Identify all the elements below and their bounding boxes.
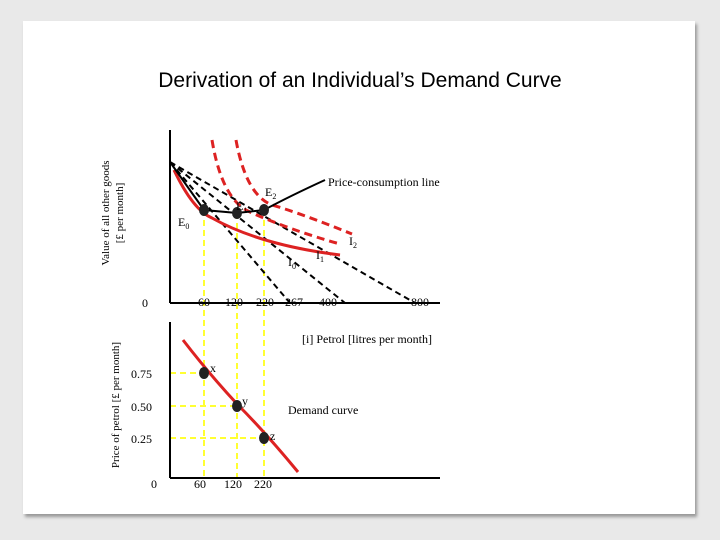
demand-point-y [232,400,242,412]
label-e2: E2 [265,185,276,201]
slide-background [23,21,695,514]
equilibrium-points [199,204,269,219]
demand-point-z-label: z [270,429,275,443]
bottom-y-tick-050: 0.50 [131,400,152,414]
budget-line-2 [169,161,416,304]
demand-point-z [259,432,269,444]
top-y-axis-label-line2: [£ per month] [114,183,126,243]
bottom-x-tick-220: 220 [254,477,272,491]
top-x-tick-120: 120 [225,295,243,309]
top-x-tick-400: 400 [319,295,337,309]
indifference-curve-2 [234,139,353,236]
demand-point-x [199,367,209,379]
bottom-y-tick-025: 0.25 [131,432,152,446]
guide-lines [170,210,265,478]
top-origin-label: 0 [142,296,148,310]
label-e1: E1 [236,199,247,215]
demand-curve-label: Demand curve [288,403,358,417]
axes [169,130,440,479]
top-x-tick-220: 220 [256,295,274,309]
label-i2: I2 [349,234,357,250]
demand-points [199,367,269,444]
bottom-x-tick-60: 60 [194,477,206,491]
equilibrium-point-e2 [259,204,269,216]
budget-lines [169,161,416,304]
demand-point-y-label: y [242,394,248,408]
indifference-curve-0 [172,169,341,257]
equilibrium-point-e1 [232,207,242,219]
bottom-x-tick-120: 120 [224,477,242,491]
top-y-axis-label-line1: Value of all other goods [100,160,112,265]
top-x-tick-800: 800 [411,295,429,309]
top-x-tick-267: 267 [285,295,303,309]
label-e0: E0 [178,215,189,231]
label-i1: I1 [316,248,324,264]
equilibrium-point-e0 [199,204,209,216]
label-i0: I0 [288,255,296,271]
bottom-y-axis-label: Price of petrol [£ per month] [110,342,122,468]
price-consumption-line-label: Price-consumption line [328,175,440,189]
bottom-y-tick-075: 0.75 [131,367,152,381]
top-x-axis-label: [i] Petrol [litres per month] [302,332,432,346]
price-consumption-line [169,161,326,215]
budget-line-0 [169,161,291,304]
slide-title: Derivation of an Individual’s Demand Cur… [158,69,562,92]
top-x-tick-60: 60 [198,295,210,309]
bottom-origin-label: 0 [151,477,157,491]
demand-point-x-label: x [210,361,216,375]
budget-line-1 [169,161,346,304]
